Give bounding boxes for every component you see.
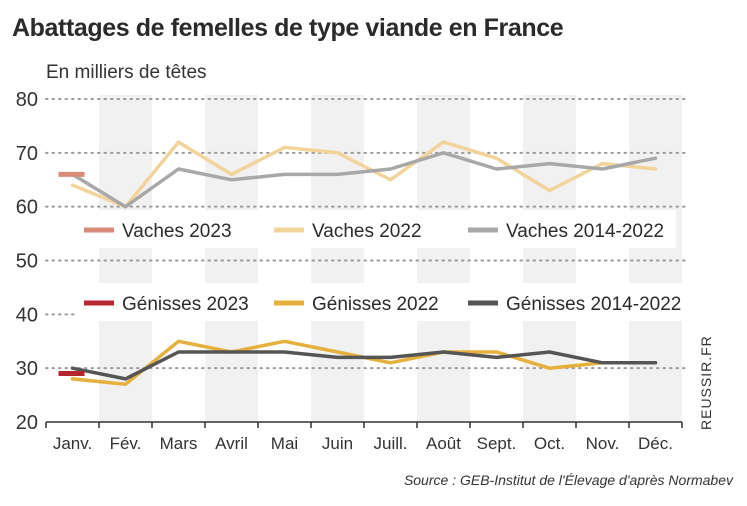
column-band <box>99 95 152 422</box>
y-tick-label: 80 <box>16 89 38 111</box>
legend-label: Vaches 2023 <box>122 221 232 242</box>
x-tick-label: Oct. <box>534 434 565 453</box>
x-tick-label: Juin <box>322 434 353 453</box>
legend-label: Génisses 2014-2022 <box>506 294 681 315</box>
x-tick-label: Sept. <box>477 434 517 453</box>
x-tick-label: Fév. <box>110 434 142 453</box>
column-band <box>311 95 364 422</box>
column-band <box>629 95 682 422</box>
y-tick-label: 30 <box>16 358 38 380</box>
y-axis-label: En milliers de têtes <box>46 62 207 83</box>
y-tick-label: 20 <box>16 412 38 434</box>
legend-label: Vaches 2014-2022 <box>506 221 664 242</box>
column-band <box>523 95 576 422</box>
column-band <box>205 95 258 422</box>
series-vaches-2014-2022-line <box>70 151 658 209</box>
legend-label: Génisses 2022 <box>312 294 439 315</box>
x-tick-label: Déc. <box>638 434 673 453</box>
x-tick-label: Août <box>426 434 461 453</box>
y-tick-label: 70 <box>16 143 38 165</box>
series-g-nisses-2014-2022-line <box>70 350 658 381</box>
y-tick-label: 40 <box>16 304 38 326</box>
legend-background <box>76 283 686 321</box>
legend-label: Vaches 2022 <box>312 221 422 242</box>
credit-label: REUSSIR.FR <box>698 335 714 430</box>
x-tick-label: Juill. <box>373 434 407 453</box>
y-tick-label: 50 <box>16 251 38 273</box>
series-vaches-2022-line <box>70 140 658 209</box>
chart-title: Abattages de femelles de type viande en … <box>12 14 564 42</box>
x-tick-label: Janv. <box>53 434 92 453</box>
x-tick-label: Avril <box>215 434 248 453</box>
x-tick-label: Mai <box>271 434 298 453</box>
y-tick-label: 60 <box>16 197 38 219</box>
x-tick-label: Nov. <box>586 434 620 453</box>
source-note: Source : GEB-Institut de l'Élevage d'apr… <box>403 472 733 488</box>
legend-label: Génisses 2023 <box>122 294 249 315</box>
x-tick-label: Mars <box>160 434 198 453</box>
legend-background <box>76 210 676 248</box>
